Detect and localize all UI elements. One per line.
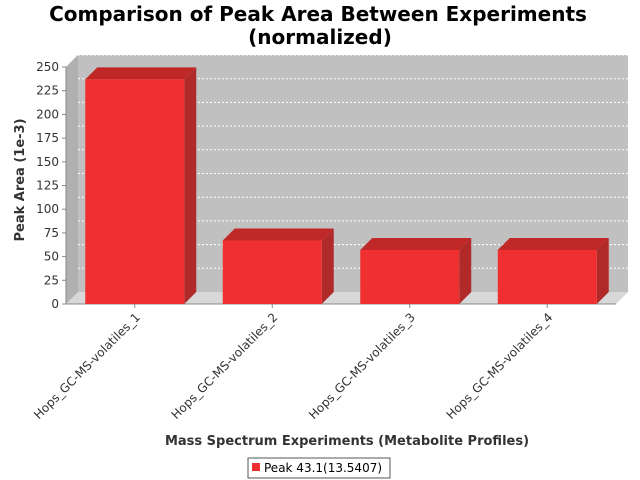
y-axis-label: Peak Area (1e-3) (13, 118, 28, 241)
y-axis: 0 25 50 75 100 125 150 175 200 225 250 (36, 60, 67, 311)
bar-side (321, 228, 334, 304)
y-tick-label: 225 (36, 84, 59, 98)
bar-front (85, 79, 185, 304)
bar-front (222, 240, 322, 304)
plot-back-wall (66, 55, 628, 304)
x-tick-label: Hops_GC-MS-volatiles_4 (444, 310, 556, 422)
chart-title-line-1: Comparison of Peak Area Between Experime… (49, 2, 587, 26)
bar-front (360, 249, 460, 304)
y-tick-label: 75 (44, 226, 59, 240)
y-tick-label: 150 (36, 155, 59, 169)
legend-box (247, 457, 391, 479)
bar (222, 228, 334, 304)
y-tick-label: 175 (36, 131, 59, 145)
y-tick-label: 25 (44, 273, 59, 287)
x-tick-label: Hops_GC-MS-volatiles_2 (169, 310, 281, 422)
plot-floor (66, 292, 628, 304)
bar-top (497, 237, 609, 250)
bar (497, 237, 609, 304)
legend-label: Peak 43.1(13.5407) (264, 461, 382, 475)
bar-top (222, 228, 334, 241)
x-tick-label: Hops_GC-MS-volatiles_3 (306, 310, 418, 422)
bar (85, 67, 197, 304)
x-axis-label: Mass Spectrum Experiments (Metabolite Pr… (165, 434, 529, 449)
y-tick-label: 0 (51, 297, 59, 311)
x-tick-label: Hops_GC-MS-volatiles_1 (31, 310, 143, 422)
bars (85, 67, 609, 304)
x-axis: Hops_GC-MS-volatiles_1 Hops_GC-MS-volatil… (31, 304, 555, 422)
bar-top (85, 67, 197, 80)
bar-side (596, 237, 609, 304)
y-tick-label: 125 (36, 179, 59, 193)
bar-front (497, 249, 597, 304)
bar-side (459, 237, 472, 304)
y-tick-label: 250 (36, 60, 59, 74)
plot-side-wall (66, 55, 78, 304)
chart-title-line-2: (normalized) (248, 25, 392, 49)
bar (360, 237, 472, 304)
legend: Peak 43.1(13.5407) (247, 457, 391, 479)
legend-swatch (252, 463, 260, 471)
y-tick-label: 50 (44, 250, 59, 264)
bar-side (184, 67, 197, 304)
bar-top (360, 237, 472, 250)
y-tick-label: 100 (36, 202, 59, 216)
y-tick-label: 200 (36, 107, 59, 121)
